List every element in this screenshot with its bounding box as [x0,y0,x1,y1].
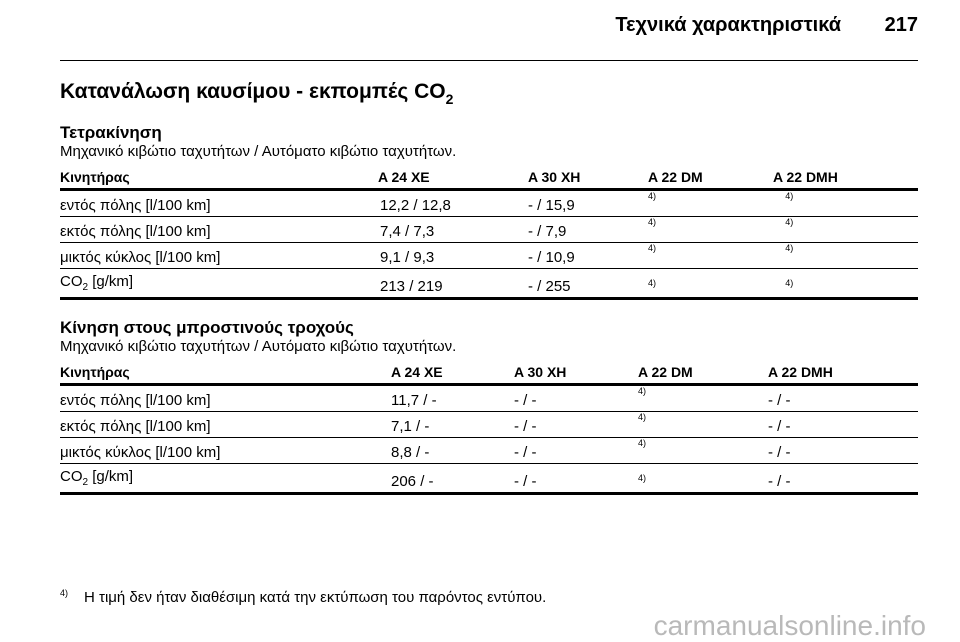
cell-a22dmh-footnote: 4) [785,191,794,201]
cell-a30xh: - / 15,9 [528,197,575,214]
header-divider [60,60,918,61]
col-a22dmh: A 22 DMH [768,364,833,380]
cell-a22dmh: - / - [768,418,791,435]
cell-a24xe: 7,4 / 7,3 [380,223,435,240]
cell-a24xe: 206 / - [391,473,434,490]
table-row: εκτός πόλης [l/100 km] 7,1 / - - / - 4) … [60,412,918,437]
page-title-subscript: 2 [445,91,454,108]
cell-a30xh: - / - [514,444,537,461]
row-label: εκτός πόλης [l/100 km] [60,418,211,435]
row-label: μικτός κύκλος [l/100 km] [60,444,221,461]
cell-a24xe: 7,1 / - [391,418,430,435]
cell-a30xh: - / - [514,392,537,409]
cell-a30xh: - / - [514,473,537,490]
cell-a22dmh: - / - [768,444,791,461]
row-divider [60,242,918,243]
col-a22dm: A 22 DM [638,364,693,380]
cell-a22dm-footnote: 4) [648,217,657,227]
consumption-table-awd: Κινητήρας A 24 XE A 30 XH A 22 DM A 22 D… [60,169,918,300]
page-title: Κατανάλωση καυσίμου - εκπομπές CO2 [60,80,454,108]
col-a30xh: A 30 XH [514,364,567,380]
table-bottom-rule [60,297,918,300]
cell-a22dm-footnote: 4) [648,191,657,201]
cell-a22dm-footnote: 4) [648,243,657,253]
footnote-mark: 4) [60,588,69,598]
col-engine: Κινητήρας [60,364,130,380]
cell-a22dmh: - / - [768,473,791,490]
table-row: CO2 [g/km] 206 / - - / - 4) - / - [60,464,918,492]
table-row: μικτός κύκλος [l/100 km] 9,1 / 9,3 - / 1… [60,243,918,268]
cell-a22dm-footnote: 4) [638,386,647,396]
row-label: εντός πόλης [l/100 km] [60,392,211,409]
co2-text: CO [60,273,83,290]
header-title: Τεχνικά χαρακτηριστικά [615,14,841,36]
row-divider [60,437,918,438]
cell-a24xe: 11,7 / - [391,392,437,409]
col-engine: Κινητήρας [60,169,130,185]
row-divider [60,411,918,412]
table-row: μικτός κύκλος [l/100 km] 8,8 / - - / - 4… [60,438,918,463]
table-row: εντός πόλης [l/100 km] 12,2 / 12,8 - / 1… [60,191,918,216]
table-header: Κινητήρας A 24 XE A 30 XH A 22 DM A 22 D… [60,364,918,383]
table-row: εκτός πόλης [l/100 km] 7,4 / 7,3 - / 7,9… [60,217,918,242]
co2-text: CO [60,468,83,485]
col-a22dm: A 22 DM [648,169,703,185]
table-row: εντός πόλης [l/100 km] 11,7 / - - / - 4)… [60,386,918,411]
co2-unit: [g/km] [92,468,134,485]
footnote-text: Η τιμή δεν ήταν διαθέσιμη κατά την εκτύπ… [84,589,547,606]
row-label-co2: CO2 [g/km] [60,273,133,293]
col-a30xh: A 30 XH [528,169,581,185]
cell-a30xh: - / - [514,418,537,435]
cell-a30xh: - / 7,9 [528,223,567,240]
co2-subscript: 2 [82,282,89,293]
table-header: Κινητήρας A 24 XE A 30 XH A 22 DM A 22 D… [60,169,918,188]
cell-a22dmh-footnote: 4) [785,217,794,227]
row-label-co2: CO2 [g/km] [60,468,133,488]
row-label: εκτός πόλης [l/100 km] [60,223,211,240]
section-title-fwd: Κίνηση στους μπροστινούς τροχούς [60,318,354,337]
footnote: 4) Η τιμή δεν ήταν διαθέσιμη κατά την εκτ… [60,588,547,606]
section-title-awd: Τετρακίνηση [60,123,162,142]
table-row: CO2 [g/km] 213 / 219 - / 255 4) 4) [60,269,918,297]
page-title-text: Κατανάλωση καυσίμου - εκπομπές CO [60,80,446,103]
cell-a24xe: 8,8 / - [391,444,430,461]
section-subtitle-awd: Μηχανικό κιβώτιο ταχυτήτων / Αυτόματο κι… [60,143,457,160]
cell-a22dmh-footnote: 4) [785,243,794,253]
table-header-rule [60,383,918,386]
cell-a24xe: 9,1 / 9,3 [380,249,435,266]
co2-subscript: 2 [82,477,89,488]
cell-a22dm-footnote: 4) [648,278,657,288]
cell-a30xh: - / 255 [528,278,571,295]
table-header-rule [60,188,918,191]
row-label: μικτός κύκλος [l/100 km] [60,249,221,266]
row-divider [60,268,918,269]
col-a22dmh: A 22 DMH [773,169,838,185]
cell-a22dmh: - / - [768,392,791,409]
cell-a22dm-footnote: 4) [638,438,647,448]
cell-a24xe: 12,2 / 12,8 [380,197,451,214]
table-bottom-rule [60,492,918,495]
row-divider [60,463,918,464]
cell-a30xh: - / 10,9 [528,249,575,266]
cell-a24xe: 213 / 219 [380,278,443,295]
cell-a22dm-footnote: 4) [638,473,647,483]
page-number: 217 [884,14,918,36]
consumption-table-fwd: Κινητήρας A 24 XE A 30 XH A 22 DM A 22 D… [60,364,918,495]
cell-a22dmh-footnote: 4) [785,278,794,288]
col-a24xe: A 24 XE [391,364,443,380]
watermark: carmanualsonline.info [653,610,926,641]
cell-a22dm-footnote: 4) [638,412,647,422]
row-label: εντός πόλης [l/100 km] [60,197,211,214]
section-subtitle-fwd: Μηχανικό κιβώτιο ταχυτήτων / Αυτόματο κι… [60,338,457,355]
page-header: Τεχνικά χαρακτηριστικά 217 [60,14,918,48]
row-divider [60,216,918,217]
col-a24xe: A 24 XE [378,169,430,185]
co2-unit: [g/km] [92,273,134,290]
